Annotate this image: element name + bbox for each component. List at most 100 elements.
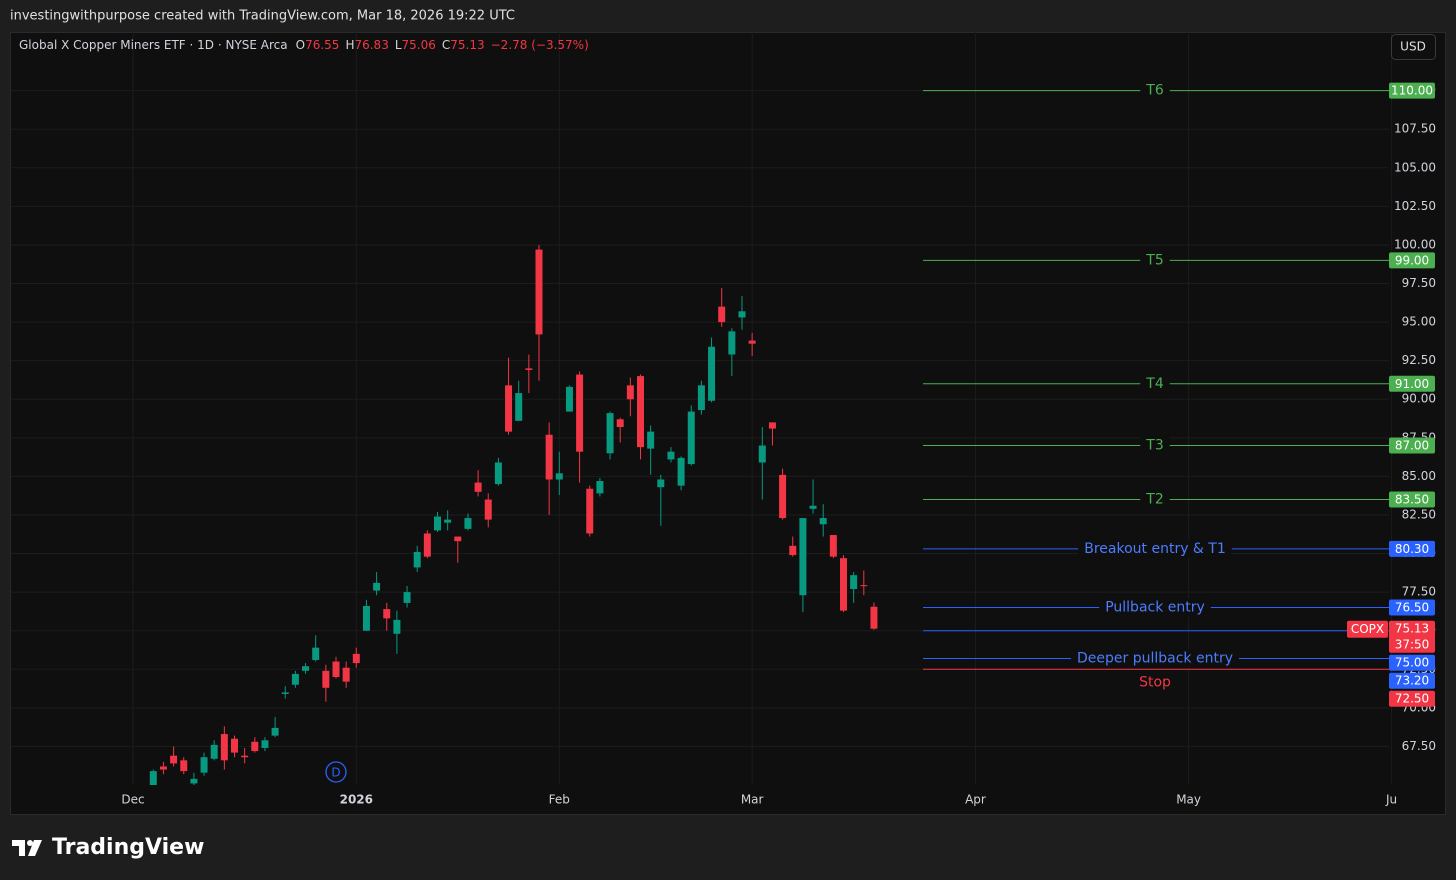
price-badge-label: 91.00 [1395,377,1429,391]
price-badge-label: 72.50 [1395,692,1429,706]
candle-body [809,505,817,509]
candle-body [647,431,655,449]
x-tick-label: Apr [965,793,986,807]
price-badge-label: 99.00 [1395,253,1429,267]
legend-title: Global X Copper Miners ETF · 1D · NYSE A… [19,38,288,52]
level-label-bg [1140,490,1170,509]
candle-body [190,778,198,784]
legend-key: O [296,38,305,52]
currency-button[interactable] [1391,34,1436,60]
y-tick-label: 82.50 [1402,507,1436,521]
candle-body [393,619,401,634]
candle-body [423,533,431,557]
level-label-bg [1140,374,1170,393]
candle-body [444,519,452,523]
price-badge [1389,252,1435,269]
level-label-bg [1078,539,1232,558]
candle-body [799,518,807,596]
legend-value: 75.13 [450,38,484,52]
candle-body [616,419,624,428]
candle-body [312,647,320,661]
candle-body [555,473,563,480]
x-tick-label: Ju [1385,793,1397,807]
candle-body [626,385,634,400]
price-badge-label: 73.20 [1395,674,1429,688]
candle-body [697,385,705,411]
x-tick-label: May [1176,793,1201,807]
candle-body [159,766,167,770]
chart-frame [10,32,1446,815]
level-label-bg [1140,251,1170,270]
candle-body [210,744,218,759]
legend-change: −2.78 (−3.57%) [491,38,589,52]
level-label: Stop [1139,674,1171,690]
candle-body [373,582,381,591]
last-price-badge [1389,620,1435,653]
candle-body [606,413,614,454]
price-badge [1389,540,1435,557]
candle-body [251,741,259,752]
candle-body [535,249,543,335]
candle-body [474,482,482,492]
legend-key: H [345,38,354,52]
candle-body [149,771,157,785]
price-badge-label: 83.50 [1395,493,1429,507]
legend-key: C [442,38,450,52]
level-label-bg [1140,81,1170,100]
level-label: Breakout entry & T1 [1084,541,1226,557]
candle-body [352,653,360,664]
y-tick-label: 97.50 [1402,276,1436,290]
candle-body [748,340,756,344]
price-badge [1389,82,1435,99]
candle-body [545,434,553,480]
candle-body [779,474,787,519]
last-price-label: 75.13 [1395,622,1429,636]
candle-body [220,734,228,761]
candle-body [494,462,502,485]
level-label-bg [1140,436,1170,455]
candle-body [505,385,513,432]
legend: Global X Copper Miners ETF · 1D · NYSE A… [19,38,589,52]
legend-value: 75.06 [402,38,436,52]
candle-body [565,386,573,412]
symbol-label: COPX [1351,622,1384,636]
level-label-bg [1099,598,1211,617]
countdown: 37:50 [1395,638,1430,652]
x-tick-label: 2026 [340,793,373,807]
candle-body [484,499,492,520]
footer-logo [12,840,42,856]
candle-body [525,368,533,370]
candle-body [677,457,685,486]
price-badge-label: 80.30 [1395,542,1429,556]
level-label: Pullback entry [1105,600,1205,616]
candle-body [637,376,644,448]
price-badge-label: 87.00 [1395,439,1429,453]
currency[interactable]: USD [1400,40,1426,54]
y-tick-label: 85.00 [1402,469,1436,483]
candle-body [403,592,411,603]
candle-body [454,536,462,542]
candle-body [738,311,746,318]
price-badge [1389,491,1435,508]
price-badge [1389,690,1435,707]
candle-body [434,516,441,531]
legend-key: L [395,38,402,52]
candle-body [231,738,238,753]
candle-body [261,740,269,748]
candle-body [870,606,878,629]
candle-body [362,606,370,631]
y-tick-label: 92.50 [1402,353,1436,367]
x-tick-label: Feb [549,793,570,807]
level-label: Deeper pullback entry [1077,650,1233,666]
candle-body [302,666,310,671]
badges: 110.00 99.00 91.00 87.00 83.50 80.30 76.50 75.1… [1347,82,1435,707]
candle-body [768,422,776,429]
candle-body [829,535,837,557]
x-tick-label: Dec [121,793,144,807]
candle-body [789,545,797,556]
header-text: investingwithpurpose created with Tradin… [10,9,515,24]
price-badge [1389,437,1435,454]
levels: T6 T5 T4 T3 T2 Breakout entry & T1 Pullback en… [923,81,1389,690]
candle-body [271,727,279,736]
dividend-marker[interactable] [325,761,347,783]
